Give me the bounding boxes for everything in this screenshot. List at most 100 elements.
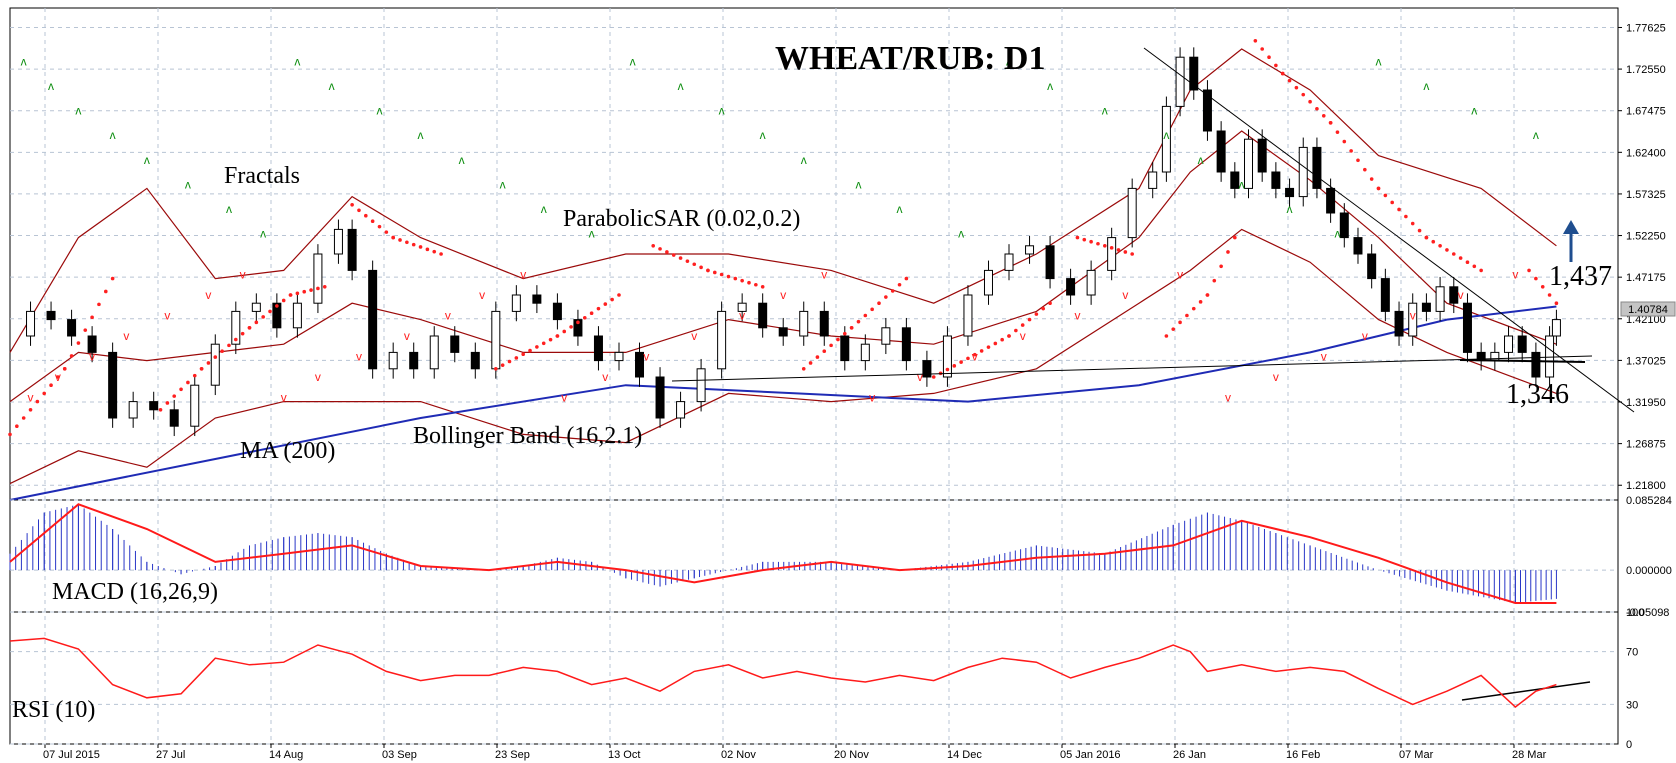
price-tick-label: 1.26875 [1626,439,1666,451]
sar-dot [254,320,259,325]
rsi-line [9,637,1557,708]
candle-body [922,360,932,378]
sar-dot [398,238,402,242]
fractal-up-icon: ʌ [418,128,424,142]
sar-dot [856,319,861,324]
price-tick-label: 1.72550 [1626,64,1666,76]
resistance-label: 1,437 [1549,261,1612,292]
candle-body [450,335,460,353]
fractal-down-icon: v [281,391,287,405]
fractal-down-icon: v [28,391,34,405]
sar-dot [1328,121,1333,125]
candle-body [1066,278,1076,296]
macd-signal-line [9,503,1557,604]
fractal-down-icon: v [1512,268,1518,282]
sar-dot [1335,130,1340,134]
candle-body [1551,319,1561,337]
fractal-up-icon: ʌ [801,153,807,167]
sar-dot [76,341,81,345]
fractal-up-icon: ʌ [589,227,595,241]
sar-dot [548,337,553,342]
sar-dot [1089,239,1093,244]
fractal-down-icon: v [869,391,875,405]
sar-dot [733,276,738,281]
candle-body [1257,138,1267,173]
rsi-label: RSI (10) [12,697,95,723]
candle-body [1216,130,1226,173]
sar-dot [1472,264,1477,269]
price-tick-label: 1.37025 [1626,355,1666,367]
date-axis: 07 Jul 2015 27 Jul 14 Aug 03 Sep 23 Sep 13 Oc… [43,744,1547,761]
candle-body [552,302,562,321]
sar-dot [268,309,272,314]
fractal-up-icon: ʌ [897,202,903,216]
candle-body [1189,56,1199,91]
sar-dot [1280,71,1285,76]
sar-dot [1321,113,1326,118]
sar-dot [897,282,902,287]
candle-body [655,376,665,419]
candle-body [1517,335,1527,353]
sar-dot [1534,276,1538,281]
sar-dot [815,355,820,359]
candle-body [272,302,282,329]
sar-dot [1123,250,1128,254]
sar-dot [405,240,409,245]
sar-dot [1260,47,1264,51]
candle-body [388,351,398,370]
fractal-up-icon: ʌ [1334,227,1340,241]
sar-dot [842,331,847,336]
price-tick-label: 1.47175 [1626,272,1666,284]
sar-dot [1451,252,1456,256]
sar-dot [596,306,601,311]
candle-body [1025,245,1035,255]
candle-body [901,327,911,362]
fractal-down-icon: v [240,268,246,282]
sar-dot [220,349,224,354]
sar-dot [302,289,307,294]
rsi-tick-label: 30 [1626,699,1638,711]
sar-dot [391,235,395,240]
candle-body [292,302,302,329]
fractal-up-icon: ʌ [541,202,547,216]
sar-dot [281,298,286,303]
fractal-up-icon: ʌ [294,54,300,68]
sar-dot [411,242,416,247]
chart-title: WHEAT/RUB: D1 [775,40,1045,77]
fractals-label: Fractals [224,163,300,189]
sar-dot [1479,268,1483,273]
sar-dot [877,301,881,306]
trendlines [671,47,1635,701]
sar-dot [1020,323,1025,327]
sar-dot [514,356,519,360]
sar-dot [1383,193,1388,198]
candle-body [347,228,357,271]
sar-dot [1082,237,1087,242]
fractal-down-icon: v [1225,391,1231,405]
fractal-down-icon: v [780,288,786,302]
sar-dot [350,203,354,207]
sar-dot [966,356,970,361]
downtrend-line [1143,47,1635,413]
candle-body [573,319,583,337]
sar-dot [1356,158,1360,163]
sar-dot [870,307,874,312]
sar-dot [1397,207,1401,212]
fractal-down-icon: v [1074,309,1080,323]
sar-dot [316,286,320,291]
sar-dot [521,352,525,357]
sar-dot [21,416,26,420]
sar-dot [384,230,389,234]
sar-dot [432,249,437,254]
sar-dot [1465,260,1470,265]
sar-dot [658,247,662,251]
sar-dot [651,244,655,248]
candle-body [696,368,706,403]
candle-body [1449,286,1459,304]
fractal-down-icon: v [205,288,211,302]
fractal-down-icon: v [1020,329,1026,343]
sar-dot [507,359,512,364]
sar-dot [1410,221,1415,226]
sar-dot [863,313,868,318]
